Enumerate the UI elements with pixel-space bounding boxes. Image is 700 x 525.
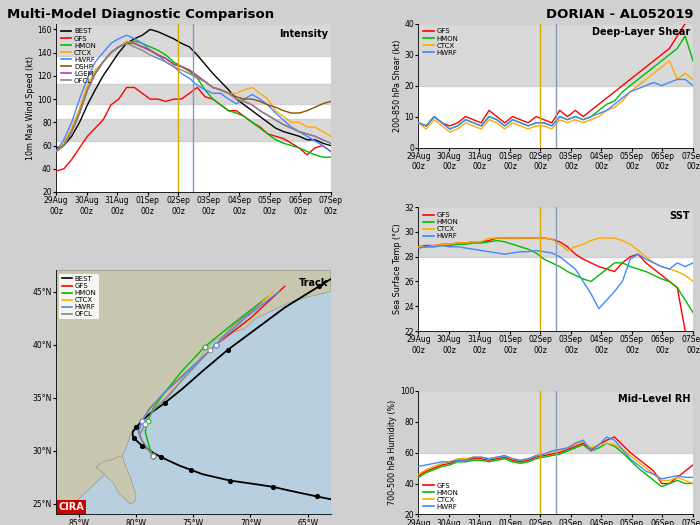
Bar (56, 24, 330, 56)
Text: DORIAN - AL052019: DORIAN - AL052019 (545, 8, 693, 21)
Text: SST: SST (670, 211, 690, 221)
Bar (56, 84, 330, 104)
Bar (419, 391, 693, 453)
Legend: BEST, GFS, HMON, CTCX, HWRF, DSHP, LGEM, OFCL: BEST, GFS, HMON, CTCX, HWRF, DSHP, LGEM,… (60, 27, 97, 85)
Legend: GFS, HMON, CTCX, HWRF: GFS, HMON, CTCX, HWRF (422, 27, 460, 57)
Y-axis label: 10m Max Wind Speed (kt): 10m Max Wind Speed (kt) (26, 56, 34, 160)
Polygon shape (56, 270, 330, 514)
Text: Intensity: Intensity (279, 29, 328, 39)
Text: Deep-Layer Shear: Deep-Layer Shear (592, 27, 690, 37)
Bar (419, 24, 693, 86)
Legend: GFS, HMON, CTCX, HWRF: GFS, HMON, CTCX, HWRF (422, 211, 460, 240)
Polygon shape (96, 456, 136, 504)
Text: Multi-Model Diagnostic Comparison: Multi-Model Diagnostic Comparison (7, 8, 274, 21)
Text: CIRA: CIRA (59, 502, 85, 512)
Text: Mid-Level RH: Mid-Level RH (618, 394, 690, 404)
Bar (419, 207, 693, 257)
Legend: BEST, GFS, HMON, CTCX, HWRF, OFCL: BEST, GFS, HMON, CTCX, HWRF, OFCL (60, 274, 99, 319)
Bar (56, 119, 330, 141)
Text: Track: Track (298, 278, 328, 288)
Y-axis label: 200-850 hPa Shear (kt): 200-850 hPa Shear (kt) (393, 39, 402, 132)
Y-axis label: Sea Surface Temp (°C): Sea Surface Temp (°C) (393, 224, 402, 314)
Y-axis label: 700-500 hPa Humidity (%): 700-500 hPa Humidity (%) (388, 400, 397, 505)
Legend: GFS, HMON, CTCX, HWRF: GFS, HMON, CTCX, HWRF (422, 481, 460, 511)
